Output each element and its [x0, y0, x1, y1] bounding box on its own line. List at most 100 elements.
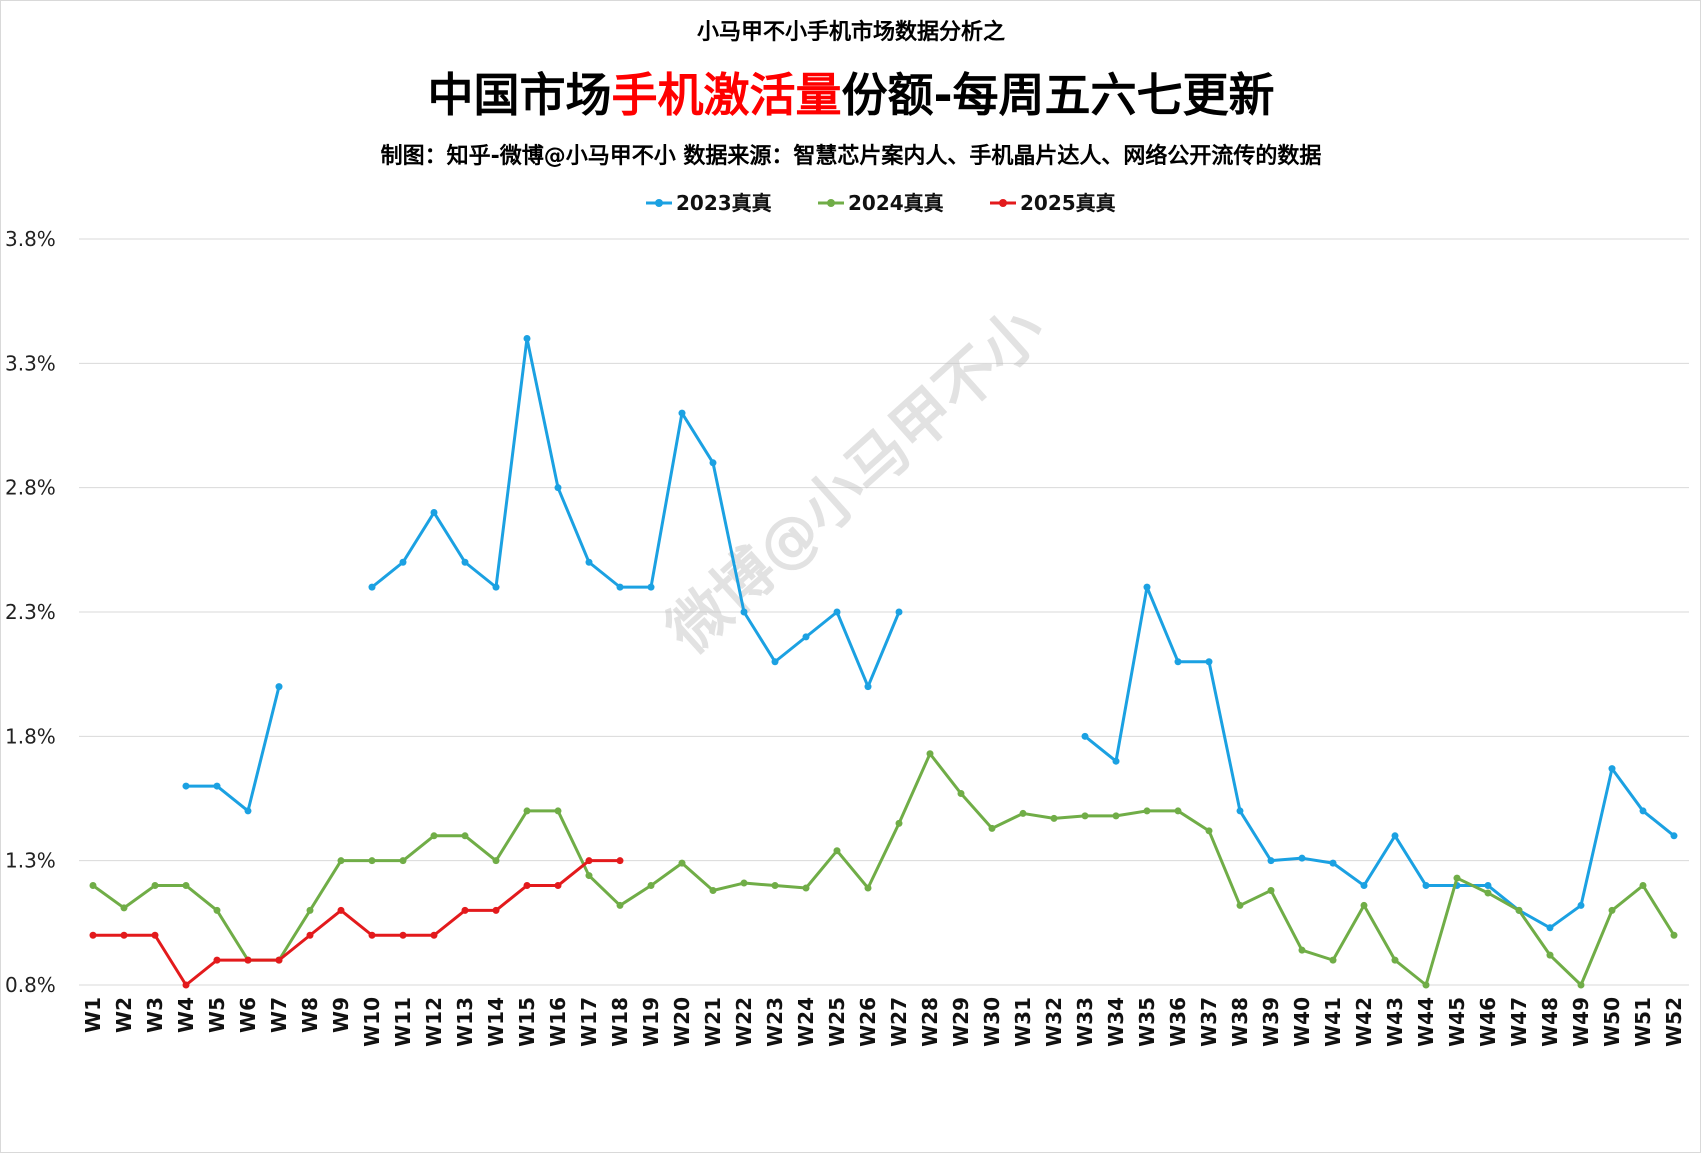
- data-point: [771, 658, 779, 666]
- data-point: [1546, 951, 1554, 959]
- data-point: [802, 633, 810, 641]
- data-point: [1143, 807, 1151, 815]
- data-point: [306, 906, 314, 914]
- data-point: [926, 750, 934, 758]
- data-point: [1019, 809, 1027, 817]
- data-point: [1174, 807, 1182, 815]
- data-point: [1205, 658, 1213, 666]
- title-part-highlight: 手机激活量: [611, 68, 841, 122]
- x-tick-label: W41: [1321, 997, 1345, 1047]
- data-point: [1050, 814, 1058, 822]
- data-point: [616, 901, 624, 909]
- data-point: [554, 484, 562, 492]
- x-tick-label: W31: [1011, 997, 1035, 1047]
- x-tick-label: W47: [1507, 997, 1531, 1047]
- x-tick-label: W44: [1414, 997, 1438, 1047]
- data-point: [1670, 832, 1678, 840]
- data-point: [430, 509, 438, 517]
- data-point: [554, 807, 562, 815]
- data-point: [368, 931, 376, 939]
- data-point: [151, 931, 159, 939]
- x-tick-label: W1: [81, 997, 105, 1033]
- x-tick-label: W43: [1383, 997, 1407, 1047]
- data-point: [1546, 924, 1554, 932]
- x-tick-label: W4: [174, 997, 198, 1033]
- x-tick-label: W8: [298, 997, 322, 1033]
- data-point: [1360, 901, 1368, 909]
- data-point: [399, 857, 407, 865]
- data-point: [275, 683, 283, 691]
- x-tick-label: W27: [887, 997, 911, 1047]
- title-part-1: 中国市场: [427, 68, 611, 122]
- x-tick-label: W21: [701, 997, 725, 1047]
- x-tick-label: W24: [794, 997, 818, 1047]
- x-tick-label: W25: [825, 997, 849, 1047]
- data-point: [213, 782, 221, 790]
- data-point: [89, 882, 97, 890]
- data-point: [244, 956, 252, 964]
- data-point: [1577, 981, 1585, 989]
- data-point: [585, 872, 593, 880]
- data-point: [523, 334, 531, 342]
- data-point: [1422, 981, 1430, 989]
- data-point: [1112, 812, 1120, 820]
- x-tick-label: W14: [484, 997, 508, 1047]
- title-part-3: 份额-每周五六七更新: [841, 68, 1274, 122]
- data-point: [1267, 887, 1275, 895]
- data-point: [957, 790, 965, 798]
- data-point: [802, 884, 810, 892]
- x-tick-label: W3: [143, 997, 167, 1033]
- data-point: [647, 882, 655, 890]
- legend-swatch-marker: [827, 199, 835, 207]
- x-axis-ticks: W1 W2 W3 W4 W5 W6 W7 W8 W9 W10 W11 W12 W13 W14 W15 W16 W…: [81, 997, 1686, 1047]
- data-point: [1391, 956, 1399, 964]
- x-tick-label: W17: [577, 997, 601, 1047]
- x-tick-label: W48: [1538, 997, 1562, 1047]
- data-point: [337, 857, 345, 865]
- series-line: [92, 752, 1676, 987]
- data-point: [430, 832, 438, 840]
- y-tick-label: 1.3%: [5, 849, 56, 873]
- data-point: [368, 857, 376, 865]
- series: [89, 750, 1678, 989]
- data-point: [213, 956, 221, 964]
- data-point: [461, 832, 469, 840]
- data-point: [523, 807, 531, 815]
- data-point: [1670, 931, 1678, 939]
- data-point: [1112, 757, 1120, 765]
- data-point: [1081, 812, 1089, 820]
- series-line: [371, 336, 901, 689]
- x-tick-label: W26: [856, 997, 880, 1047]
- data-point: [895, 819, 903, 827]
- data-point: [895, 608, 903, 616]
- data-point: [461, 558, 469, 566]
- data-point: [399, 931, 407, 939]
- data-point: [182, 981, 190, 989]
- data-point: [740, 608, 748, 616]
- data-point: [1639, 807, 1647, 815]
- data-point: [864, 683, 872, 691]
- data-point: [864, 884, 872, 892]
- chart-credit: 制图：知乎-微博@小马甲不小 数据来源：智慧芯片案内人、手机晶片达人、网络公开流…: [381, 143, 1322, 169]
- x-tick-label: W38: [1228, 997, 1252, 1047]
- data-point: [275, 956, 283, 964]
- x-tick-label: W46: [1476, 997, 1500, 1047]
- legend-label: 2024真真: [848, 191, 944, 215]
- y-tick-label: 1.8%: [5, 724, 56, 748]
- data-point: [1360, 882, 1368, 890]
- data-point: [430, 931, 438, 939]
- x-tick-label: W13: [453, 997, 477, 1047]
- y-tick-label: 2.8%: [5, 476, 56, 500]
- data-point: [120, 931, 128, 939]
- legend-label: 2025真真: [1020, 191, 1116, 215]
- x-tick-label: W45: [1445, 997, 1469, 1047]
- legend-swatch-marker: [999, 199, 1007, 207]
- x-tick-label: W50: [1600, 997, 1624, 1047]
- data-point: [1608, 906, 1616, 914]
- x-tick-label: W35: [1135, 997, 1159, 1047]
- series: [182, 334, 1678, 932]
- x-tick-label: W39: [1259, 997, 1283, 1047]
- chart-title: 中国市场手机激活量份额-每周五六七更新: [427, 68, 1274, 122]
